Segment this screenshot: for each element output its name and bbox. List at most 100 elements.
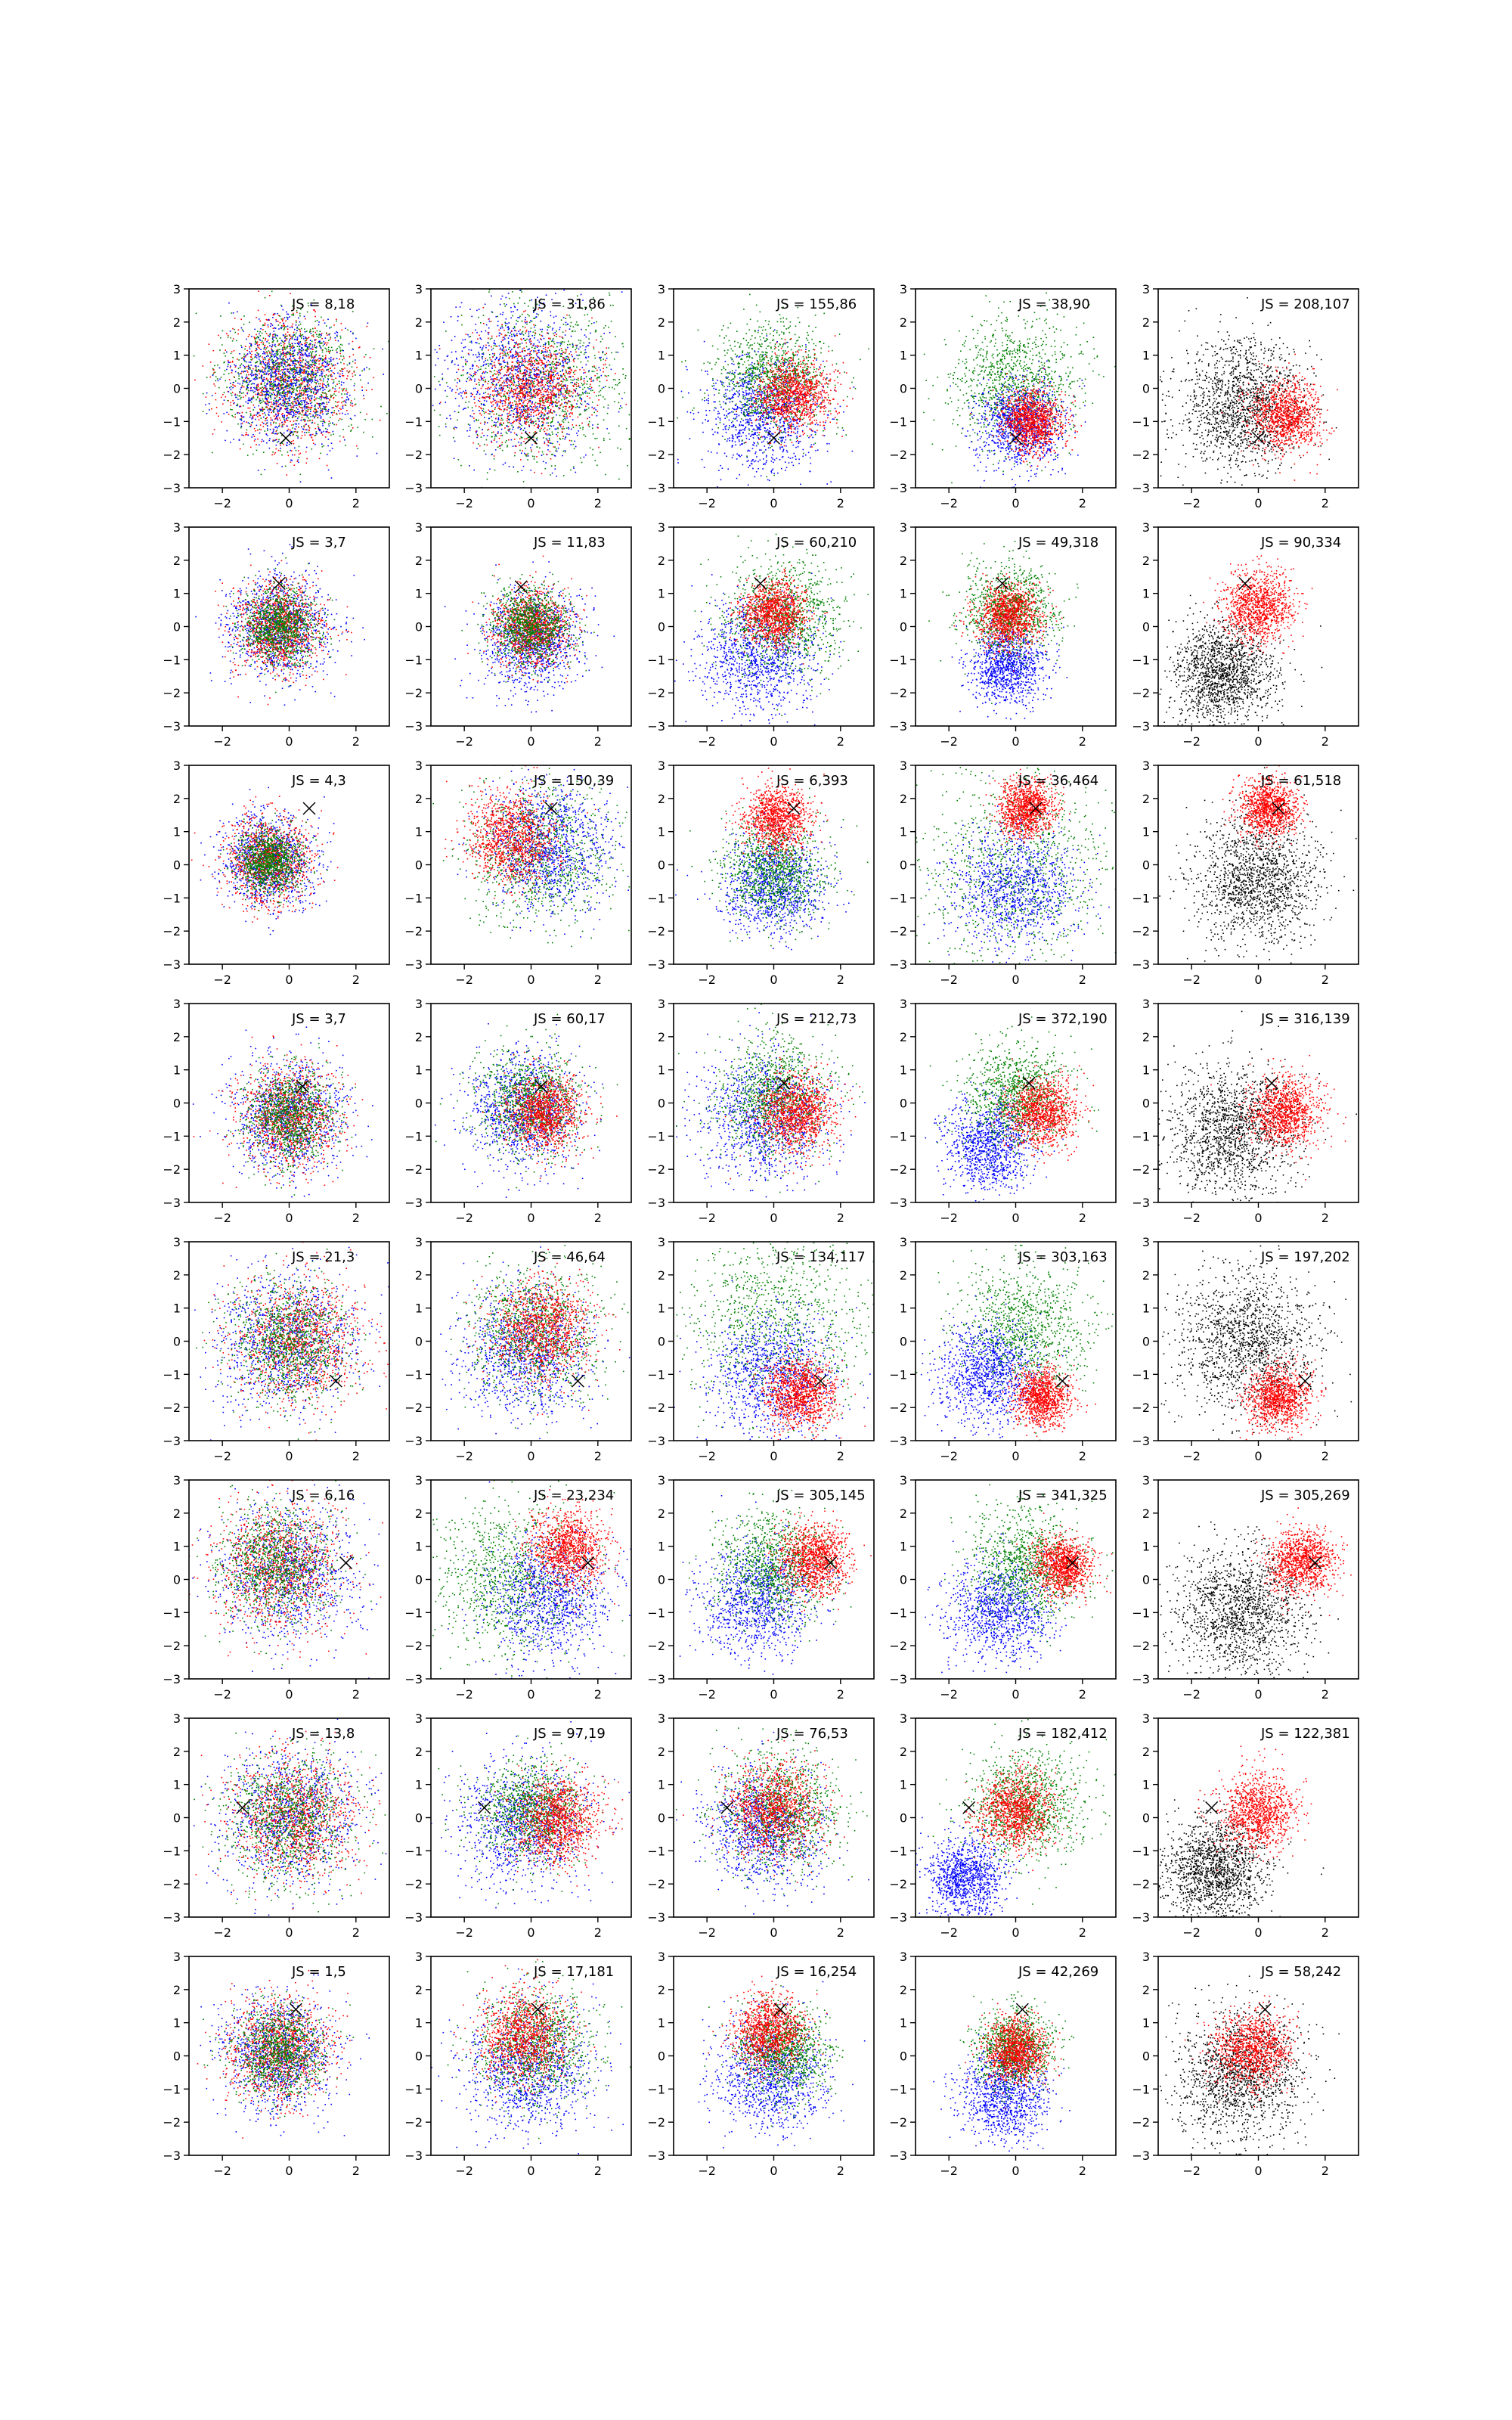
data-point-green [603, 396, 604, 398]
data-point-blue [277, 335, 278, 337]
data-point-red [246, 370, 248, 371]
data-point-blue [270, 410, 271, 411]
data-point-blue [454, 336, 456, 337]
data-point-red [257, 439, 259, 440]
data-point-red [305, 430, 306, 431]
data-point-green [263, 349, 265, 350]
data-point-green [565, 451, 566, 453]
data-point-green [341, 393, 342, 395]
data-point-blue [537, 406, 538, 408]
data-point-green [534, 348, 535, 349]
data-point-green [585, 410, 587, 411]
data-point-blue [503, 464, 504, 466]
data-point-blue [469, 337, 470, 338]
data-point-green [274, 260, 276, 262]
data-point-blue [322, 373, 324, 374]
data-point-red [293, 443, 295, 445]
data-point-green [554, 343, 556, 345]
data-point-blue [257, 394, 259, 396]
data-point-blue [500, 433, 502, 434]
data-point-blue [255, 374, 256, 375]
data-point-blue [314, 444, 316, 445]
data-point-green [259, 377, 261, 379]
data-point-blue [300, 349, 302, 351]
data-point-blue [540, 416, 541, 417]
data-point-blue [332, 423, 333, 424]
data-point-blue [296, 393, 297, 395]
data-point-blue [513, 445, 514, 447]
data-point-green [231, 353, 232, 355]
data-point-green [534, 318, 536, 319]
data-point-green [519, 427, 521, 429]
data-point-blue [309, 389, 311, 390]
data-point-blue [263, 423, 265, 424]
data-point-red [293, 401, 294, 402]
data-point-red [254, 440, 256, 442]
data-point-red [221, 397, 222, 399]
data-point-green [562, 332, 564, 334]
data-point-green [302, 389, 303, 391]
data-point-blue [284, 340, 286, 342]
data-point-green [597, 377, 599, 378]
data-point-green [589, 386, 590, 387]
data-point-green [483, 408, 485, 410]
data-point-green [333, 433, 334, 435]
data-point-green [556, 350, 557, 352]
data-point-red [290, 421, 291, 423]
data-point-blue [249, 417, 251, 418]
data-point-green [565, 392, 566, 393]
data-point-green [262, 344, 264, 346]
data-point-green [438, 426, 440, 427]
data-point-green [262, 401, 264, 402]
data-point-blue [504, 383, 506, 384]
data-point-blue [297, 372, 299, 374]
data-point-green [335, 395, 336, 396]
data-point-blue [240, 419, 241, 420]
data-point-red [259, 374, 260, 375]
data-point-blue [309, 396, 311, 397]
data-point-red [266, 319, 268, 321]
data-point-red [336, 406, 338, 408]
data-point-blue [352, 403, 353, 405]
data-point-green [268, 371, 270, 372]
data-point-red [258, 383, 259, 385]
data-point-blue [562, 396, 564, 397]
data-point-blue [321, 410, 323, 411]
data-point-green [265, 430, 266, 432]
data-point-blue [469, 368, 471, 370]
data-point-red [295, 431, 296, 433]
data-point-green [310, 329, 311, 330]
data-point-blue [528, 426, 530, 427]
data-point-green [270, 383, 271, 385]
data-point-green [277, 340, 278, 341]
data-point-green [522, 332, 523, 334]
data-point-green [354, 383, 355, 385]
data-point-blue [299, 384, 300, 386]
data-point-red [311, 407, 313, 408]
data-point-blue [285, 374, 287, 375]
data-point-blue [319, 430, 321, 431]
data-point-blue [317, 386, 318, 387]
data-point-green [581, 376, 582, 377]
data-point-green [285, 466, 287, 467]
data-point-green [318, 342, 319, 343]
data-point-green [293, 369, 295, 371]
data-point-blue [314, 417, 315, 419]
data-point-green [600, 395, 602, 396]
data-point-green [268, 343, 270, 344]
data-point-green [563, 422, 565, 424]
data-point-green [372, 419, 373, 420]
data-point-blue [306, 447, 308, 448]
data-point-blue [482, 356, 483, 358]
data-point-green [529, 322, 531, 324]
data-point-green [276, 338, 277, 340]
data-point-red [284, 344, 285, 346]
data-point-green [293, 389, 294, 391]
data-point-blue [342, 371, 343, 372]
data-point-green [494, 436, 496, 438]
data-point-green [243, 356, 245, 358]
data-point-blue [300, 420, 302, 421]
data-point-green [269, 353, 271, 355]
data-point-green [256, 387, 258, 389]
data-point-blue [281, 405, 283, 406]
